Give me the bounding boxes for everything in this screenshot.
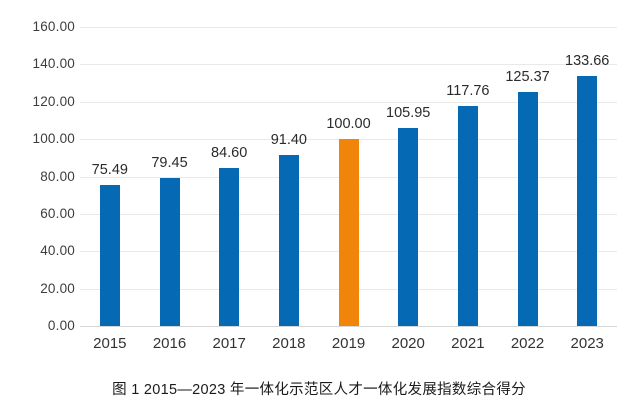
x-tick-label-2018: 2018 (272, 335, 306, 352)
x-tick-label-2023: 2023 (570, 335, 604, 352)
bar-value-label: 91.40 (270, 132, 307, 149)
y-tick-label: 20.00 (40, 280, 75, 296)
bar-value-label: 84.60 (211, 144, 248, 161)
y-tick-label: 0.00 (47, 318, 75, 333)
bar-value-label: 125.37 (505, 68, 550, 85)
y-tick-label: 40.00 (40, 243, 75, 259)
bar-value-label: 105.95 (386, 105, 431, 122)
x-tick-label-2020: 2020 (391, 335, 425, 352)
x-axis-line (80, 326, 617, 327)
y-tick-label: 100.00 (32, 131, 75, 147)
bar-column-2018: 91.40 (259, 27, 319, 326)
bar-columns: 75.49 79.45 84.60 91.40 100.00 105.95 117.76 12… (80, 27, 617, 326)
plot-area: 75.49 79.45 84.60 91.40 100.00 105.95 117.76 12… (80, 27, 617, 327)
y-tick-label: 140.00 (32, 56, 75, 72)
bar-value-label: 133.66 (565, 53, 610, 70)
y-tick-label: 60.00 (40, 205, 75, 221)
x-tick-label-2019: 2019 (331, 335, 366, 352)
highlighted-bar-2019 (338, 139, 359, 326)
bar-2020 (398, 128, 419, 326)
bar-column-2017: 84.60 (199, 27, 259, 326)
bar-2016 (159, 177, 180, 326)
y-tick-label: 120.00 (32, 93, 75, 109)
bar-2022 (517, 91, 538, 326)
bar-column-2015: 75.49 (80, 27, 140, 326)
x-tick-label-2022: 2022 (510, 335, 545, 352)
x-tick-label-2016: 2016 (152, 335, 187, 352)
bar-column-2019: 100.00 (319, 27, 379, 326)
x-tick-label-2021: 2021 (451, 335, 485, 352)
bar-2018 (278, 155, 299, 326)
x-tick-label-2017: 2017 (212, 335, 246, 352)
bar-column-2020: 105.95 (378, 27, 438, 326)
bar-value-label: 75.49 (91, 161, 128, 178)
bar-2015 (99, 184, 120, 326)
bar-2023 (577, 76, 598, 326)
x-tick-label-2015: 2015 (93, 335, 127, 352)
bar-column-2022: 125.37 (498, 27, 558, 326)
y-tick-label: 160.00 (32, 19, 75, 34)
figure-caption: 图 1 2015—2023 年一体化示范区人才一体化发展指数综合得分 (112, 382, 526, 398)
bar-value-label: 117.76 (446, 82, 490, 99)
gridline (80, 101, 617, 103)
bar-value-label: 100.00 (326, 116, 371, 133)
bar-2017 (219, 167, 240, 326)
gridline (80, 27, 617, 28)
y-tick-label: 80.00 (40, 168, 75, 184)
bar-column-2021: 117.76 (438, 27, 498, 326)
bar-value-label: 79.45 (151, 154, 188, 171)
bar-column-2023: 133.66 (557, 27, 617, 326)
gridline (80, 64, 617, 66)
x-axis-labels: 2015 2016 2017 2018 2019 2020 2021 2022 2023 (80, 334, 617, 354)
bar-column-2016: 79.45 (140, 27, 200, 326)
bar-2021 (457, 105, 478, 326)
